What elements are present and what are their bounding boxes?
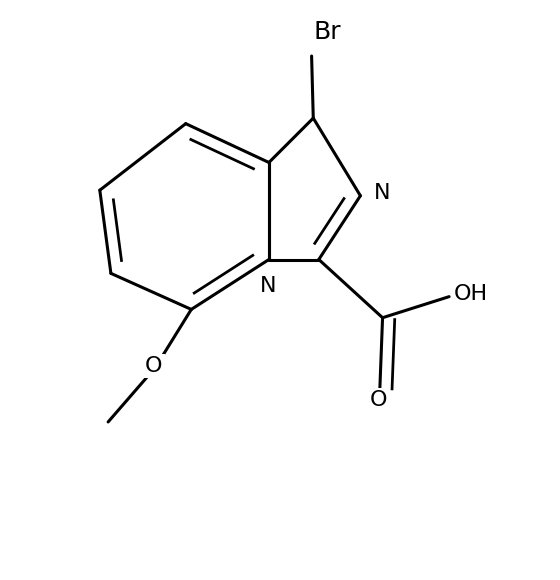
Text: O: O	[370, 390, 387, 410]
Text: OH: OH	[454, 284, 488, 304]
Text: Br: Br	[313, 20, 341, 44]
Text: N: N	[374, 183, 391, 203]
Text: O: O	[145, 356, 162, 376]
Text: N: N	[259, 276, 276, 296]
